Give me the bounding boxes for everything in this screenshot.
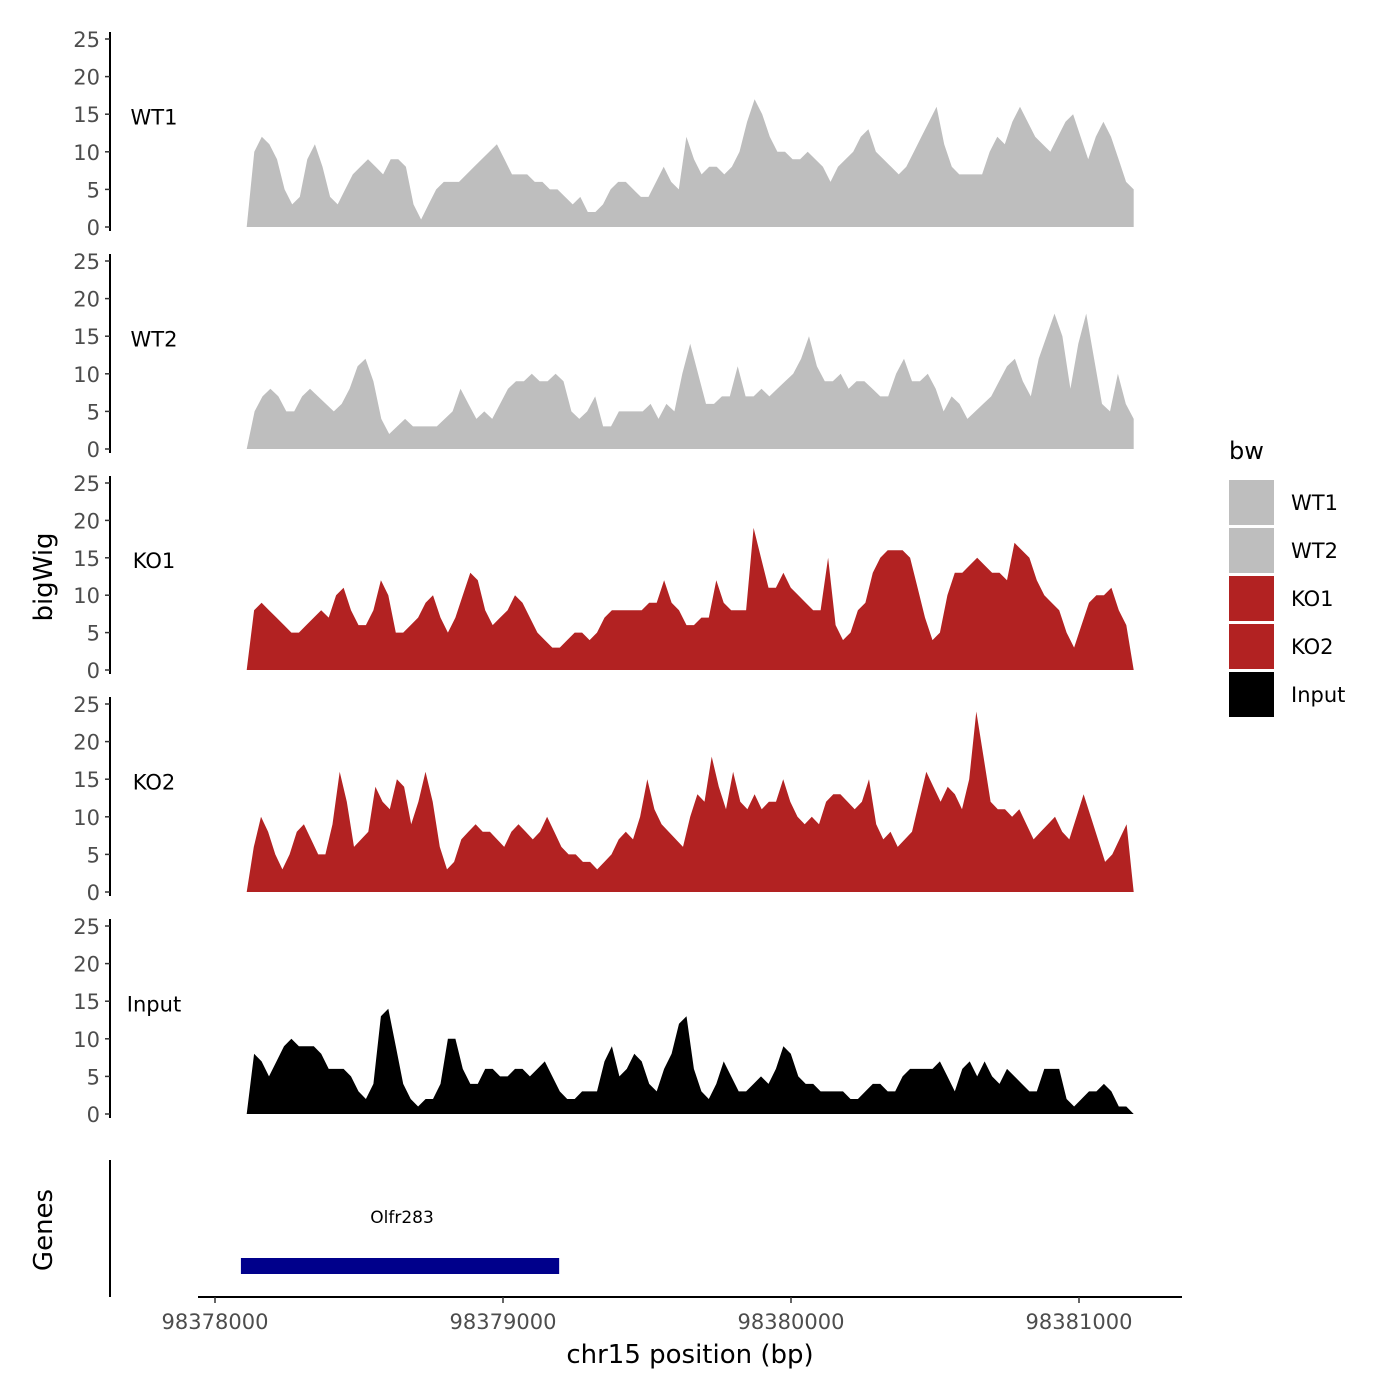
y-tick-label: 0	[87, 1103, 100, 1127]
y-tick-label: 10	[73, 806, 100, 830]
gene-bar	[240, 1258, 560, 1274]
y-tick-label: 15	[73, 547, 100, 571]
track-label: WT1	[131, 106, 178, 130]
y-tick-label: 25	[73, 693, 100, 717]
y-tick-label: 5	[87, 843, 100, 867]
y-tick-label: 15	[73, 990, 100, 1014]
y-tick-label: 25	[73, 915, 100, 939]
y-tick-label: 10	[73, 363, 100, 387]
y-axis-title: bigWig	[29, 532, 59, 621]
legend-key-wt2	[1229, 528, 1274, 573]
y-tick-label: 20	[73, 288, 100, 312]
gene-label: Olfr283	[370, 1208, 434, 1228]
y-tick-label: 10	[73, 141, 100, 165]
y-tick-label: 10	[73, 584, 100, 608]
track-label: WT2	[131, 328, 178, 352]
x-tick-label: 98379000	[450, 1310, 557, 1334]
legend: bw WT1 WT2 KO1 KO2 Input	[1229, 437, 1345, 717]
y-tick-label: 5	[87, 178, 100, 202]
y-tick-label: 20	[73, 953, 100, 977]
y-tick-label: 20	[73, 509, 100, 533]
y-tick-label: 25	[73, 250, 100, 274]
legend-title: bw	[1229, 437, 1264, 465]
track-ko1: 0 5 10 15 20 25 KO1	[73, 472, 1134, 683]
y-tick-label: 5	[87, 622, 100, 646]
area-ko1	[246, 527, 1134, 670]
y-tick-label: 0	[87, 659, 100, 683]
area-wt2	[246, 313, 1134, 449]
legend-key-input	[1229, 672, 1274, 717]
legend-label: KO2	[1291, 635, 1334, 659]
legend-key-wt1	[1229, 480, 1274, 525]
track-label: Input	[127, 993, 181, 1017]
coverage-tracks: 0510152025WT10510152025WT20510152025KO10…	[73, 28, 1134, 1127]
area-ko2	[246, 711, 1134, 892]
track-ko2: 0 5 10 15 20 25 KO2	[73, 693, 1134, 905]
genes-axis-title: Genes	[29, 1189, 59, 1271]
x-tick-label: 98380000	[738, 1310, 845, 1334]
legend-key-ko1	[1229, 576, 1274, 621]
y-tick-label: 5	[87, 1065, 100, 1089]
y-tick-label: 15	[73, 103, 100, 127]
y-tick-label: 25	[73, 472, 100, 496]
area-wt1	[246, 99, 1134, 227]
y-tick-label: 15	[73, 325, 100, 349]
y-tick-label: 20	[73, 66, 100, 90]
y-tick-label: 25	[73, 28, 100, 52]
track-input: 0 5 10 15 20 25 Input	[73, 915, 1134, 1127]
y-tick-label: 20	[73, 731, 100, 755]
y-tick-label: 0	[87, 438, 100, 462]
track-wt1: 0 5 10 15 20 25 WT1	[73, 28, 1134, 240]
y-tick-label: 0	[87, 881, 100, 905]
legend-label: WT2	[1291, 539, 1338, 563]
legend-key-ko2	[1229, 624, 1274, 669]
legend-label: Input	[1291, 683, 1345, 707]
x-axis: 98378000 98379000 98380000 98381000	[162, 1296, 1182, 1334]
x-tick-label: 98381000	[1026, 1310, 1133, 1334]
y-tick-label: 0	[87, 216, 100, 240]
y-tick-label: 5	[87, 400, 100, 424]
track-label: KO1	[133, 549, 176, 573]
x-axis-title: chr15 position (bp)	[566, 1340, 813, 1370]
track-wt2: 0 5 10 15 20 25 WT2	[73, 250, 1134, 462]
track-label: KO2	[133, 771, 176, 795]
legend-label: KO1	[1291, 587, 1334, 611]
legend-label: WT1	[1291, 491, 1338, 515]
x-tick-label: 98378000	[162, 1310, 269, 1334]
area-input	[246, 1008, 1134, 1114]
genes-panel: Olfr283	[109, 1160, 560, 1297]
y-tick-label: 15	[73, 768, 100, 792]
y-tick-label: 10	[73, 1028, 100, 1052]
